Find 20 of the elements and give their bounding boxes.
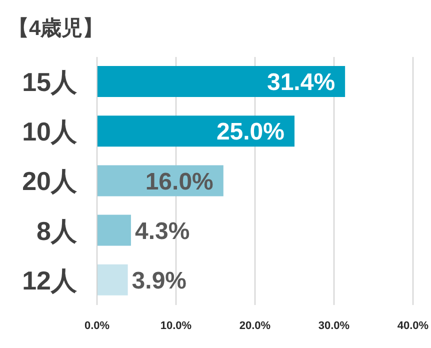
- bar: [97, 66, 346, 97]
- x-tick-label: 20.0%: [239, 320, 271, 332]
- y-tick-label: 10人: [22, 116, 78, 147]
- y-tick-label: 15人: [22, 67, 78, 98]
- x-tick-label: 30.0%: [318, 320, 350, 332]
- data-label: 16.0%: [145, 168, 214, 196]
- data-label: 31.4%: [266, 69, 336, 96]
- data-label: 25.0%: [216, 118, 284, 146]
- y-tick-label: 12人: [22, 265, 78, 296]
- bar: [97, 264, 128, 296]
- y-tick-label: 20人: [22, 166, 78, 196]
- x-tick-label: 40.0%: [397, 320, 429, 332]
- bar: [97, 116, 294, 147]
- x-tick-label: 10.0%: [160, 320, 192, 332]
- data-label: 3.9%: [132, 268, 187, 295]
- y-tick-label: 8人: [36, 216, 78, 246]
- data-label: 4.3%: [134, 218, 190, 245]
- chart-title: 【4歳児】: [8, 16, 104, 42]
- x-tick-label: 0.0%: [84, 320, 110, 332]
- bar: [97, 214, 131, 246]
